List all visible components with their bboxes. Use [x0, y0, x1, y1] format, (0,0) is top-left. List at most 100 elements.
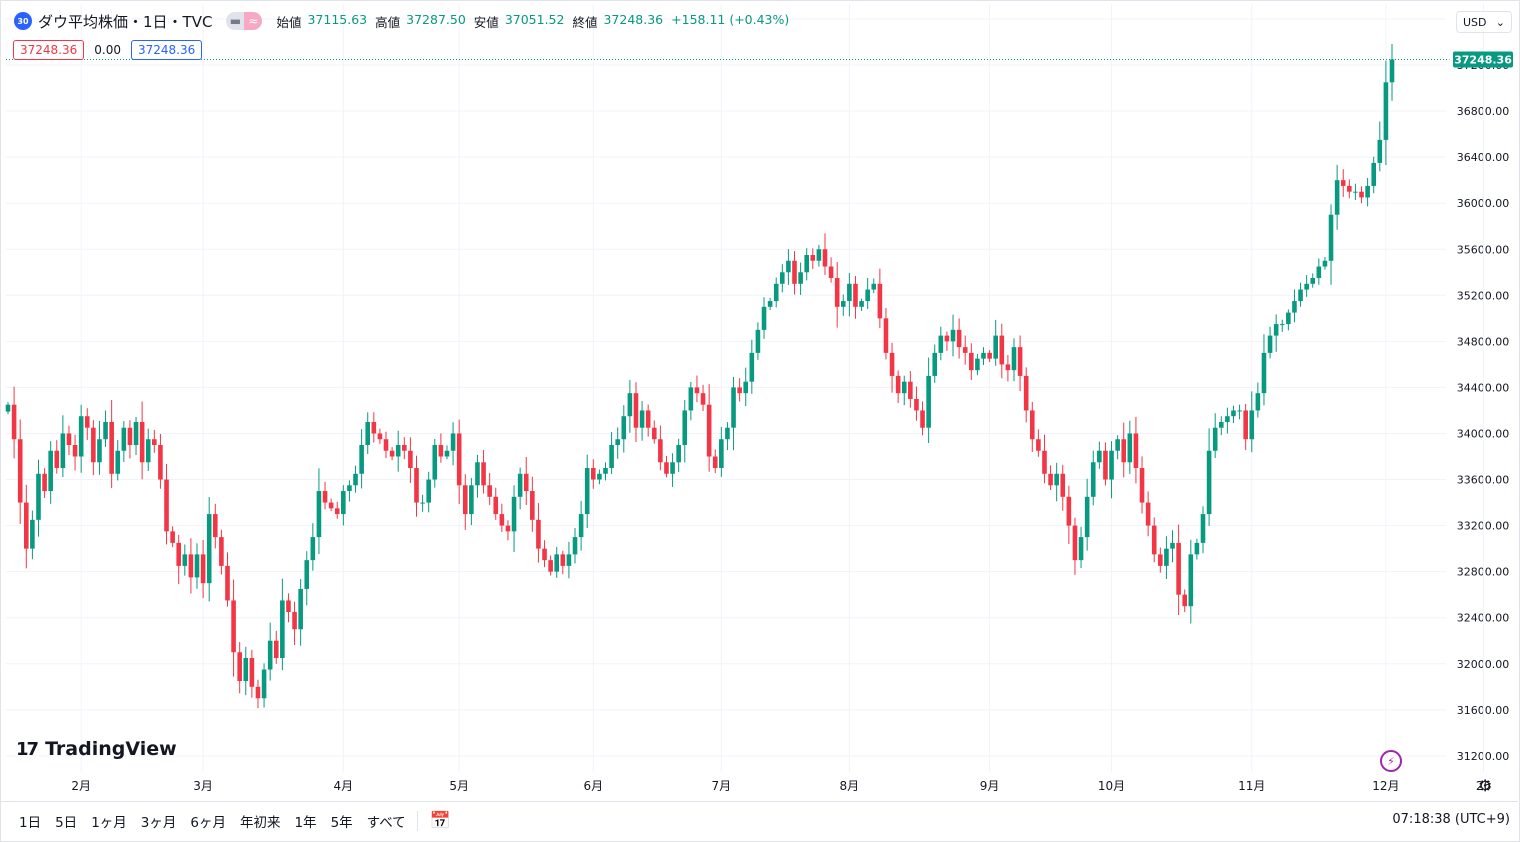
- currency-value: USD: [1463, 15, 1487, 29]
- candle-body: [304, 560, 310, 589]
- candle-body: [627, 393, 633, 417]
- range-1m-button[interactable]: 1ヶ月: [91, 815, 127, 831]
- candle-body: [353, 473, 358, 486]
- candle-body: [1145, 502, 1151, 526]
- candle-body: [725, 427, 730, 440]
- clock[interactable]: 07:18:38 (UTC+9): [1392, 812, 1510, 827]
- candle-body: [584, 468, 590, 515]
- candle-body: [1200, 514, 1206, 543]
- candle-body: [1188, 554, 1194, 607]
- wave-icon[interactable]: ≈: [244, 12, 263, 30]
- sell-price-box[interactable]: 37248.36: [13, 40, 85, 60]
- candle-body: [450, 433, 456, 451]
- minus-icon[interactable]: ▬: [226, 12, 245, 30]
- gear-icon[interactable]: ⚙: [1478, 776, 1493, 795]
- candle-body: [1255, 393, 1261, 411]
- symbol-badge-icon[interactable]: 30: [14, 12, 32, 30]
- open-label: 始値: [276, 14, 302, 30]
- candle-body: [987, 352, 992, 359]
- candle-body: [523, 473, 529, 492]
- candle-body: [1292, 301, 1297, 313]
- tradingview-logo-text: TradingView: [45, 738, 177, 760]
- candle-body: [1158, 554, 1163, 566]
- range-all-button[interactable]: すべて: [366, 815, 406, 831]
- candle-body: [84, 416, 90, 428]
- range-1d-button[interactable]: 1日: [19, 815, 42, 831]
- symbol-header: 30 ダウ平均株価・1日・TVC ▬ ≈ 始値 37115.63 高値 37287.…: [14, 9, 791, 33]
- range-6m-button[interactable]: 6ヶ月: [190, 815, 226, 831]
- last-price-label: 37248.36: [1454, 53, 1512, 66]
- low-label: 安値: [473, 14, 499, 30]
- candle-body: [536, 519, 541, 549]
- candle-body: [1054, 473, 1059, 486]
- candle-body: [676, 444, 681, 463]
- candle-body: [42, 473, 47, 492]
- candle-body: [1023, 375, 1029, 411]
- candle-body: [243, 658, 249, 682]
- candle-body: [316, 491, 322, 538]
- candle-body: [1133, 433, 1139, 469]
- calendar-icon[interactable]: 📅: [429, 811, 451, 831]
- candle-body: [109, 421, 114, 474]
- lightning-icon[interactable]: ⚡: [1380, 750, 1402, 772]
- candle-body: [950, 329, 956, 342]
- x-tick-label: 2月: [71, 779, 91, 793]
- candle-body: [334, 508, 340, 515]
- x-tick-label: 7月: [712, 779, 732, 793]
- candle-body: [152, 439, 157, 445]
- range-ytd-button[interactable]: 年初来: [239, 815, 281, 831]
- candle-body: [938, 335, 944, 353]
- indicator-toggle[interactable]: ▬ ≈: [226, 12, 263, 30]
- range-1y-button[interactable]: 1年: [294, 815, 317, 831]
- candle-body: [487, 485, 492, 497]
- candle-body: [462, 485, 468, 515]
- symbol-title[interactable]: ダウ平均株価・1日・TVC: [38, 12, 213, 31]
- candle-body: [1365, 185, 1370, 198]
- candle-body: [682, 410, 688, 445]
- last-price-tag: [1453, 51, 1513, 68]
- candle-body: [103, 421, 108, 440]
- candle-body: [993, 335, 999, 359]
- candle-body: [1371, 162, 1377, 186]
- candle-body: [1212, 427, 1218, 451]
- candle-body: [1267, 335, 1273, 353]
- close-label: 終値: [572, 14, 598, 30]
- candle-body: [1194, 542, 1200, 555]
- candle-body: [1066, 496, 1072, 526]
- candle-body: [804, 255, 809, 273]
- range-3m-button[interactable]: 3ヶ月: [140, 815, 177, 831]
- candle-body: [786, 260, 791, 273]
- candle-body: [944, 335, 950, 342]
- candle-body: [36, 473, 41, 520]
- candle-body: [17, 439, 23, 503]
- candle-body: [432, 444, 438, 480]
- candle-body: [200, 554, 206, 584]
- candle-body: [578, 514, 584, 538]
- candle-body: [975, 358, 980, 371]
- candle-body: [170, 531, 175, 543]
- candle-body: [1359, 191, 1364, 198]
- candle-body: [292, 611, 297, 630]
- candle-body: [249, 658, 255, 687]
- candle-body: [469, 485, 474, 515]
- candle-body: [1115, 439, 1120, 451]
- candle-body: [932, 352, 938, 376]
- candle-body: [810, 255, 816, 261]
- tradingview-logo[interactable]: 17 TradingView: [16, 738, 177, 760]
- range-5y-button[interactable]: 5年: [330, 815, 353, 831]
- candle-body: [1072, 525, 1078, 561]
- buy-price-box[interactable]: 37248.36: [130, 40, 203, 60]
- toolbar-divider: [416, 811, 418, 831]
- currency-select[interactable]: USD ⌄: [1456, 11, 1512, 33]
- range-5d-button[interactable]: 5日: [55, 815, 78, 831]
- candle-body: [121, 427, 127, 451]
- candle-body: [1084, 496, 1090, 538]
- candle-body: [1042, 450, 1047, 474]
- candle-body: [1279, 324, 1285, 326]
- candle-body: [219, 537, 224, 566]
- candle-body: [322, 491, 328, 503]
- candle-body: [926, 375, 931, 428]
- candle-body: [359, 444, 364, 474]
- candle-body: [66, 433, 72, 445]
